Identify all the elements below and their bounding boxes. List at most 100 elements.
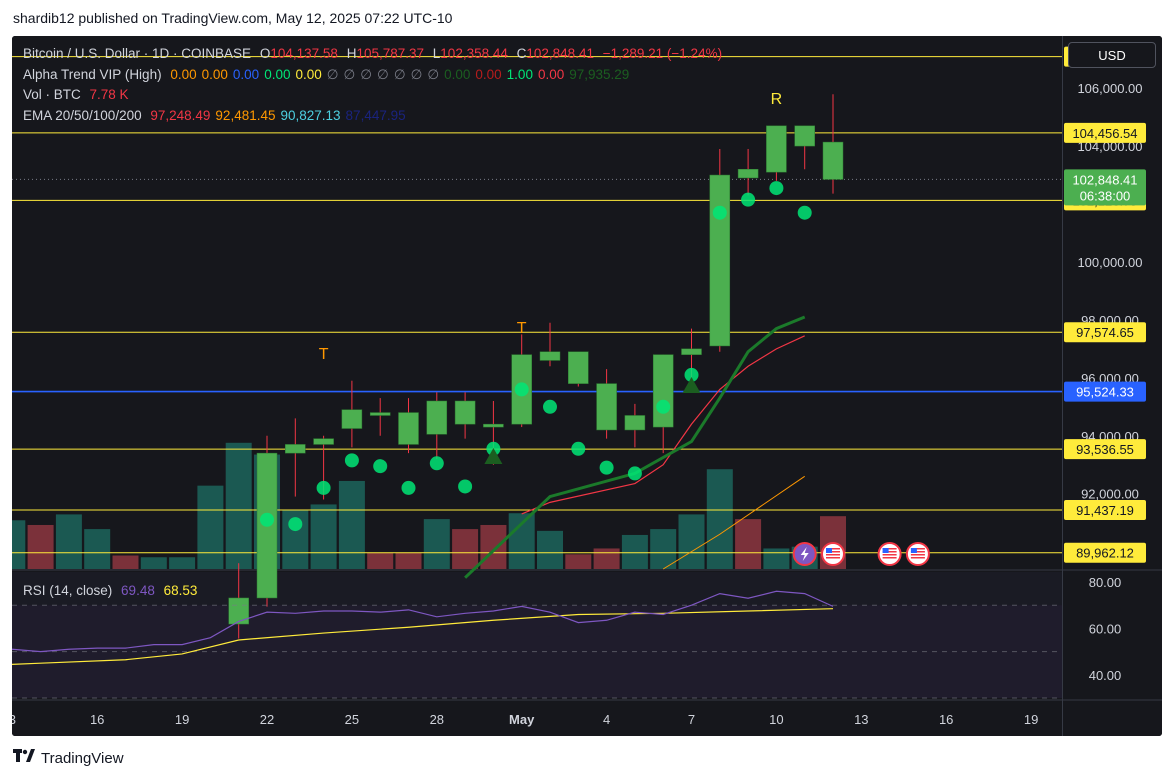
alpha-trend-line — [464, 315, 806, 579]
candle-body[interactable] — [568, 351, 589, 384]
volume-bar — [678, 514, 705, 569]
volume-bar — [55, 514, 82, 569]
price-axis-tick: 100,000.00 — [1077, 255, 1142, 270]
alpha-trend-dot — [429, 456, 444, 471]
time-axis-tick: 16 — [939, 712, 953, 727]
symbol-legend-row[interactable]: Bitcoin / U.S. Dollar · 1D · COINBASE O1… — [23, 44, 727, 65]
candle-body[interactable] — [398, 412, 419, 445]
volume-bar — [452, 529, 479, 569]
price-level-label-box — [1064, 439, 1146, 460]
price-level-label: 104,456.54 — [1072, 126, 1137, 141]
flag-stripe — [910, 554, 925, 556]
volume-bar — [140, 557, 167, 569]
candle-body[interactable] — [228, 597, 249, 625]
symbol-title[interactable]: Bitcoin / U.S. Dollar · 1D · COINBASE — [23, 46, 252, 61]
volume-bar — [593, 548, 620, 569]
candle-body[interactable] — [426, 400, 448, 435]
flag-stripe — [910, 557, 925, 559]
rsi-title[interactable]: RSI (14, close) — [23, 583, 113, 598]
volume-bar — [537, 530, 563, 569]
volume-legend-row[interactable]: Vol · BTC 7.78 K — [23, 85, 727, 106]
alpha-trend-legend-row[interactable]: Alpha Trend VIP (High) 0.00 0.00 0.00 0.00 0… — [23, 65, 727, 86]
candle-body[interactable] — [596, 383, 617, 431]
candle-body[interactable] — [624, 415, 646, 431]
chart-legend: Bitcoin / U.S. Dollar · 1D · COINBASE O1… — [23, 44, 727, 126]
volume-bar — [423, 519, 450, 569]
volume-title[interactable]: Vol · BTC — [23, 87, 81, 102]
time-axis-tick: 10 — [769, 712, 783, 727]
candle-body[interactable] — [483, 423, 504, 428]
volume-bar — [621, 534, 648, 569]
chart-panel[interactable]: T T R 106,000.00 104,000.00 100,000.00 98,000.… — [12, 36, 1162, 736]
volume-bar — [27, 524, 54, 569]
alpha-trend-value: ∅ — [360, 66, 373, 82]
time-axis-tick: 7 — [688, 712, 695, 727]
alpha-trend-value: 0.00 — [295, 66, 322, 82]
candle-body[interactable] — [822, 141, 844, 180]
alpha-trend-dot — [260, 512, 274, 527]
alpha-trend-value: ∅ — [377, 66, 389, 82]
alpha-trend-value: ∅ — [410, 66, 423, 82]
ema-value: 97,248.49 — [150, 107, 211, 123]
volume-bar — [84, 529, 111, 569]
rsi-value: 69.48 — [121, 583, 155, 598]
volume-bar — [338, 480, 365, 569]
flag-stripe — [882, 551, 897, 553]
ema-value: 90,827.13 — [280, 107, 341, 123]
volume-bar — [197, 485, 224, 569]
rsi-axis-tick: 60.00 — [1089, 621, 1122, 636]
price-level-label-box — [1064, 122, 1146, 143]
alpha-trend-value: 0.00 — [232, 66, 260, 82]
alpha-trend-value: ∅ — [427, 66, 440, 82]
alpha-trend-dot — [543, 399, 557, 414]
alpha-trend-value: 0.00 — [264, 66, 291, 82]
ema-legend-row[interactable]: EMA 20/50/100/200 97,248.49 92,481.45 90,8… — [23, 106, 727, 127]
rsi-legend[interactable]: RSI (14, close) 69.48 68.53 — [23, 583, 202, 598]
signal-label: R — [771, 91, 783, 108]
flag-stripe — [826, 548, 840, 550]
candle-body[interactable] — [737, 169, 759, 179]
volume-bar — [367, 552, 394, 569]
currency-button[interactable]: USD — [1068, 42, 1156, 68]
time-axis-tick: May — [509, 712, 535, 727]
alpha-trend-value: 0.00 — [201, 66, 228, 82]
alpha-trend-value: 1.00 — [506, 66, 533, 82]
candle-body[interactable] — [766, 125, 787, 173]
ohlc-open: O104,137.58 — [259, 46, 338, 61]
time-axis-tick: 13 — [854, 712, 868, 727]
time-axis-tick: 25 — [345, 712, 359, 727]
price-chart[interactable]: TTR106,000.00104,000.00100,000.0098,000.… — [12, 36, 1162, 736]
candle-body[interactable] — [681, 348, 702, 355]
candle-body[interactable] — [652, 354, 674, 428]
alpha-trend-dot — [316, 480, 331, 495]
ema-50-line — [521, 335, 805, 515]
current-price-label-box — [1064, 169, 1146, 206]
alpha-trend-value: 0.00 — [537, 66, 565, 82]
candle-body[interactable] — [794, 125, 815, 147]
alpha-trend-value: 0.00 — [170, 66, 197, 82]
flag-stripe — [826, 554, 840, 556]
price-level-label: 91,437.19 — [1076, 503, 1134, 518]
candle-body[interactable] — [369, 412, 391, 416]
ema-title[interactable]: EMA 20/50/100/200 — [23, 107, 142, 123]
rsi-line — [12, 590, 834, 653]
price-level-label: 89,962.12 — [1076, 546, 1134, 561]
alpha-trend-dot — [514, 382, 529, 397]
time-axis-tick: 28 — [430, 712, 444, 727]
alpha-trend-title[interactable]: Alpha Trend VIP (High) — [23, 66, 162, 82]
ema-value: 87,447.95 — [345, 107, 406, 123]
signal-label: T — [517, 320, 527, 337]
candle-body[interactable] — [454, 400, 476, 425]
candle-body[interactable] — [709, 174, 731, 347]
price-level-label: 95,524.33 — [1076, 385, 1134, 400]
candle-body[interactable] — [313, 438, 334, 445]
buy-signal-triangle — [682, 377, 701, 394]
footer-brand[interactable]: TradingView — [13, 749, 124, 768]
candle-body[interactable] — [341, 409, 363, 429]
candle-body[interactable] — [285, 444, 306, 454]
price-level-label: 97,574.65 — [1076, 325, 1134, 340]
candle-body[interactable] — [539, 351, 561, 361]
flag-stripe — [826, 551, 840, 553]
ohlc-close: C102,848.41 — [516, 46, 594, 61]
ema-values: 97,248.49 92,481.45 90,827.13 87,447.95 — [150, 108, 410, 123]
